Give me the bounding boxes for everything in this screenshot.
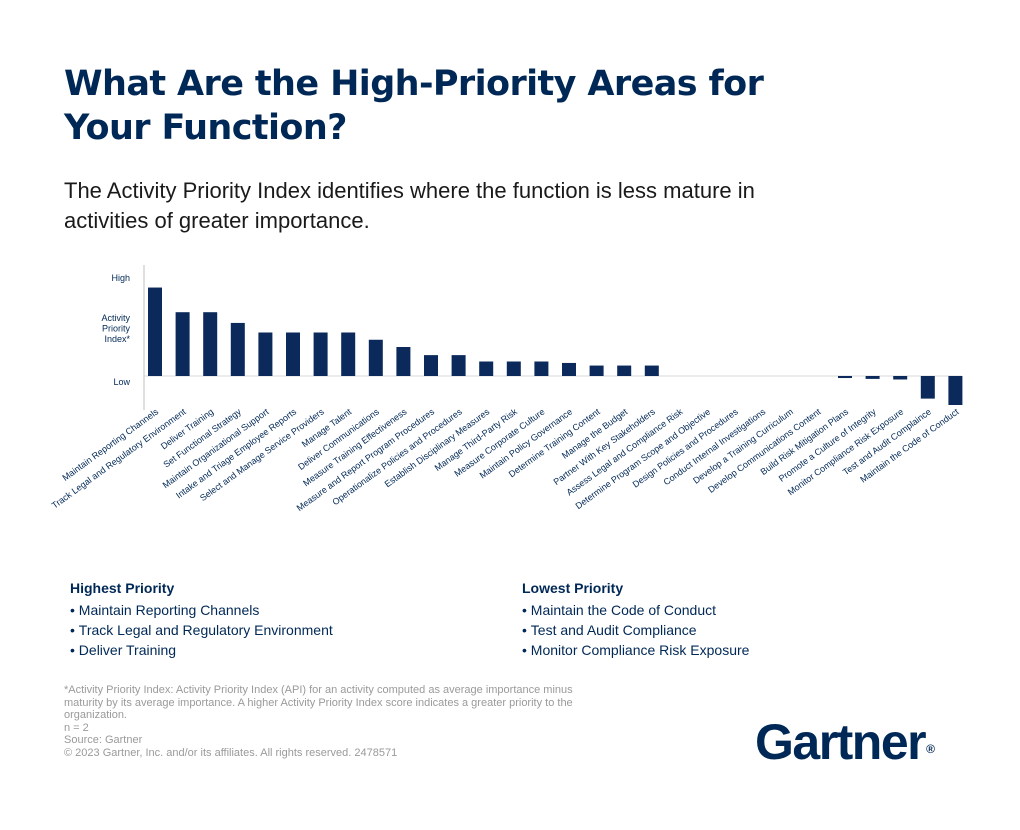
y-tick-label: High [111,273,130,283]
bar [948,376,963,405]
lowest-priority-item: Monitor Compliance Risk Exposure [522,640,942,660]
bar [424,355,438,376]
y-tick-label: Activity Priority Index* [101,313,130,344]
bar [451,355,466,376]
bar [506,361,521,376]
bar [230,322,245,376]
sample-size: n = 2 [64,721,89,734]
bar [479,361,494,376]
bar [617,365,632,376]
gartner-logo: Gartner® [755,712,935,779]
bar [203,312,218,376]
highest-priority-item: Maintain Reporting Channels [70,600,490,620]
lowest-priority-item: Maintain the Code of Conduct [522,600,942,620]
bar [562,362,576,376]
bar [341,332,356,376]
bar [148,287,162,376]
bar [258,332,273,376]
bar [368,339,383,376]
source-line: Source: Gartner [64,734,143,747]
page-subtitle: The Activity Priority Index identifies w… [64,178,755,233]
highest-priority-item: Deliver Training [70,640,490,660]
lowest-priority-item: Test and Audit Compliance [522,620,942,640]
bar [313,332,328,376]
highest-priority-item: Track Legal and Regulatory Environment [70,620,490,640]
bar [865,376,880,379]
bar [920,376,935,399]
bar [286,332,300,376]
lowest-priority-block: Lowest Priority Maintain the Code of Con… [522,580,942,660]
highest-priority-heading: Highest Priority [70,580,175,596]
bar [644,365,659,376]
api-footnote: *Activity Priority Index: Activity Prior… [64,684,573,722]
copyright-line: © 2023 Gartner, Inc. and/or its affiliat… [64,746,398,759]
bar [838,376,852,379]
bar [175,312,190,376]
footnotes: *Activity Priority Index: Activity Prior… [64,684,584,760]
bar [589,365,604,376]
lowest-priority-heading: Lowest Priority [522,580,624,596]
y-tick-label: Low [113,377,130,387]
highest-priority-block: Highest Priority Maintain Reporting Chan… [70,580,490,660]
registered-mark: ® [926,742,935,756]
logo-wordmark: Gartner [755,714,927,770]
page-title: What Are the High-Priority Areas for You… [64,64,764,148]
bar [534,361,549,376]
bar [893,376,908,380]
bar [396,347,411,376]
